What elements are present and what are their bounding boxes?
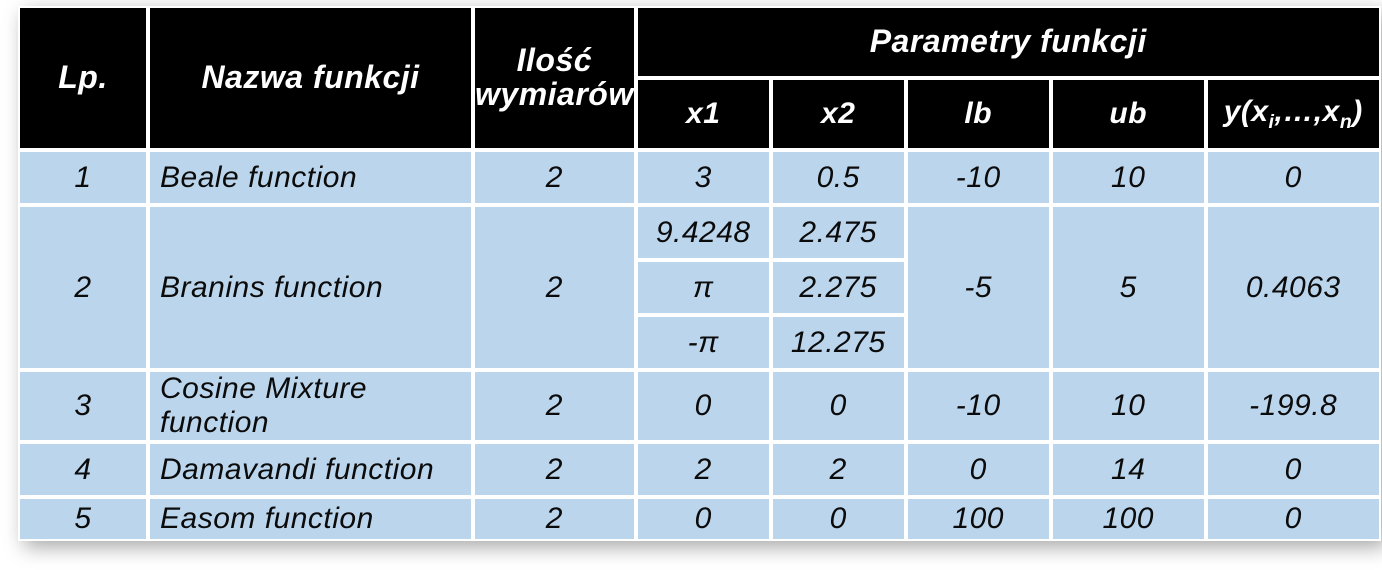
cell-lp: 5 (18, 497, 148, 541)
y-header-sub2: n (1340, 111, 1352, 133)
cell-name: Beale function (148, 150, 473, 205)
cell-dims: 2 (473, 442, 636, 497)
cell-lb: -10 (906, 370, 1051, 442)
cell-dims: 2 (473, 150, 636, 205)
cell-x2: 0.5 (771, 150, 906, 205)
table-shadow: Lp. Nazwa funkcji Ilośćwymiarów Parametr… (18, 6, 1381, 541)
cell-lb: -10 (906, 150, 1051, 205)
cell-name: Easom function (148, 497, 473, 541)
cell-x1: 0 (636, 370, 771, 442)
cell-x2: 12.275 (771, 315, 906, 370)
col-header-x1: x1 (636, 78, 771, 150)
cell-x2: 0 (771, 370, 906, 442)
cell-x2: 2.475 (771, 205, 906, 260)
cell-y: 0.4063 (1206, 205, 1381, 370)
cell-ub: 5 (1051, 205, 1206, 370)
table-row: 2 Branins function 2 9.4248 2.475 -5 5 0… (18, 205, 1381, 260)
cell-ub: 10 (1051, 370, 1206, 442)
col-header-ub: ub (1051, 78, 1206, 150)
cell-name: Damavandi function (148, 442, 473, 497)
table-row: 4 Damavandi function 2 2 2 0 14 0 (18, 442, 1381, 497)
cell-lp: 2 (18, 205, 148, 370)
table-row: 5 Easom function 2 0 0 100 100 0 (18, 497, 1381, 541)
cell-lp: 3 (18, 370, 148, 442)
cell-lb: 0 (906, 442, 1051, 497)
cell-x1: -π (636, 315, 771, 370)
col-header-y: y(xi,…,xn) (1206, 78, 1381, 150)
table-row: 1 Beale function 2 3 0.5 -10 10 0 (18, 150, 1381, 205)
table-body: 1 Beale function 2 3 0.5 -10 10 0 2 Bran… (18, 150, 1381, 541)
table-header: Lp. Nazwa funkcji Ilośćwymiarów Parametr… (18, 6, 1381, 150)
cell-lp: 1 (18, 150, 148, 205)
col-header-lb: lb (906, 78, 1051, 150)
cell-dims: 2 (473, 497, 636, 541)
cell-x2: 0 (771, 497, 906, 541)
cell-ub: 10 (1051, 150, 1206, 205)
y-header-suffix: ) (1352, 95, 1363, 128)
cell-dims: 2 (473, 370, 636, 442)
cell-y: -199.8 (1206, 370, 1381, 442)
cell-ub: 100 (1051, 497, 1206, 541)
cell-lp: 4 (18, 442, 148, 497)
cell-x2: 2.275 (771, 260, 906, 315)
col-header-dims: Ilośćwymiarów (473, 6, 636, 150)
cell-y: 0 (1206, 497, 1381, 541)
cell-lb: -5 (906, 205, 1051, 370)
table-row: 3 Cosine Mixture function 2 0 0 -10 10 -… (18, 370, 1381, 442)
cell-name: Branins function (148, 205, 473, 370)
cell-dims: 2 (473, 205, 636, 370)
cell-lb: 100 (906, 497, 1051, 541)
cell-x1: 2 (636, 442, 771, 497)
y-header-mid: ,…,x (1274, 95, 1339, 128)
col-header-lp: Lp. (18, 6, 148, 150)
cell-ub: 14 (1051, 442, 1206, 497)
col-header-name: Nazwa funkcji (148, 6, 473, 150)
table-container: Lp. Nazwa funkcji Ilośćwymiarów Parametr… (0, 0, 1382, 570)
cell-x1: 9.4248 (636, 205, 771, 260)
cell-x2: 2 (771, 442, 906, 497)
functions-table: Lp. Nazwa funkcji Ilośćwymiarów Parametr… (18, 6, 1381, 541)
cell-x1: 3 (636, 150, 771, 205)
y-header-prefix: y(x (1224, 95, 1269, 128)
cell-y: 0 (1206, 150, 1381, 205)
cell-name: Cosine Mixture function (148, 370, 473, 442)
col-header-x2: x2 (771, 78, 906, 150)
col-header-params-group: Parametry funkcji (636, 6, 1381, 78)
cell-y: 0 (1206, 442, 1381, 497)
cell-x1: π (636, 260, 771, 315)
cell-x1: 0 (636, 497, 771, 541)
